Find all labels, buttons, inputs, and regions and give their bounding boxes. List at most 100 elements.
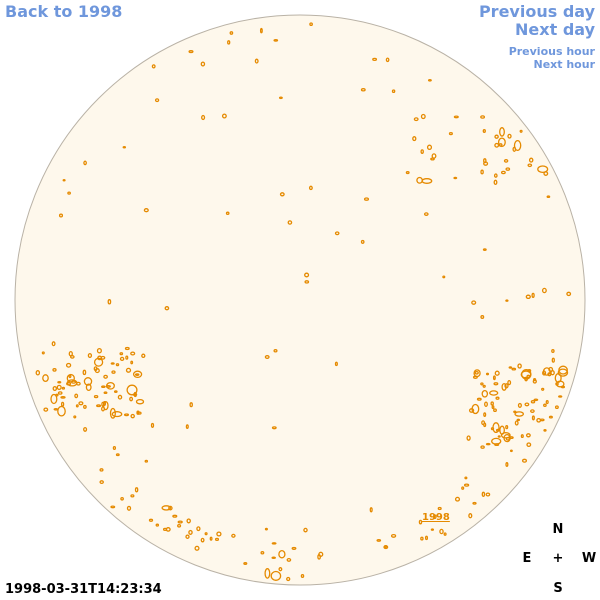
contour-mark	[111, 411, 123, 418]
contour-mark	[83, 377, 93, 386]
contour-mark	[273, 39, 279, 42]
contour-mark	[304, 280, 310, 284]
contour-mark	[279, 192, 285, 197]
contour-mark	[482, 384, 486, 388]
contour-mark	[491, 405, 495, 410]
contour-mark	[405, 171, 410, 175]
contour-mark	[291, 546, 297, 550]
contour-mark	[264, 527, 268, 531]
contour-mark	[111, 370, 116, 374]
contour-mark	[188, 50, 194, 54]
contour-mark	[83, 426, 88, 432]
contour-mark	[134, 487, 139, 493]
contour-mark	[551, 348, 555, 354]
contour-mark	[482, 129, 486, 133]
contour-mark	[551, 357, 555, 363]
contour-mark	[148, 518, 154, 522]
contour-mark	[56, 384, 62, 391]
contour-mark	[243, 562, 248, 565]
contour-mark	[177, 523, 182, 528]
contour-mark	[439, 528, 444, 535]
contour-mark	[67, 191, 71, 195]
contour-mark	[537, 165, 549, 174]
contour-mark	[271, 556, 276, 559]
contour-mark	[115, 453, 120, 457]
contour-mark	[185, 424, 189, 429]
contour-mark	[558, 395, 563, 398]
contour-mark	[129, 396, 134, 402]
contour-mark	[505, 299, 509, 302]
contour-mark	[122, 145, 127, 149]
contour-mark	[503, 159, 509, 163]
contour-mark	[130, 413, 135, 419]
previous-day-link[interactable]: Previous day	[478, 2, 595, 21]
contour-mark	[68, 374, 72, 379]
contour-mark	[73, 415, 77, 419]
contour-mark	[485, 492, 491, 497]
contour-mark	[74, 393, 79, 399]
next-day-link[interactable]: Next day	[515, 20, 595, 39]
contour-mark	[530, 409, 535, 413]
contour-mark	[513, 139, 522, 152]
contour-mark	[491, 437, 502, 445]
contour-mark	[41, 351, 45, 355]
contour-mark	[466, 435, 471, 441]
contour-mark	[420, 149, 424, 154]
contour-mark	[119, 356, 125, 362]
contour-mark	[83, 404, 87, 409]
contour-mark	[423, 212, 429, 216]
contour-mark	[334, 231, 340, 236]
contour-mark	[384, 545, 388, 548]
contour-mark	[543, 403, 547, 408]
contour-mark	[480, 382, 484, 386]
contour-mark	[87, 352, 93, 359]
contour-mark	[485, 372, 490, 376]
contour-mark	[132, 370, 143, 379]
year-label[interactable]: 1998	[422, 512, 450, 523]
contour-mark	[154, 98, 160, 103]
previous-hour-link[interactable]: Previous hour	[508, 45, 595, 58]
contour-mark	[525, 294, 531, 300]
contour-mark	[489, 390, 499, 396]
contour-mark	[130, 494, 135, 498]
contour-mark	[286, 557, 292, 562]
contour-mark	[557, 368, 569, 377]
contour-mark	[119, 352, 124, 356]
compass-center: +	[552, 551, 564, 566]
contour-mark	[58, 213, 64, 218]
contour-mark	[75, 404, 79, 408]
observation-timestamp: 1998-03-31T14:23:34	[5, 582, 162, 597]
contour-mark	[161, 505, 172, 511]
contour-mark	[126, 384, 138, 396]
contour-mark	[517, 363, 522, 369]
contour-mark	[531, 292, 535, 299]
contour-mark	[505, 167, 511, 171]
contour-mark	[43, 407, 49, 412]
back-to-year-link[interactable]: Back to 1998	[5, 2, 123, 21]
contour-mark	[495, 428, 501, 432]
contour-mark	[472, 501, 477, 505]
contour-mark	[517, 402, 522, 408]
contour-mark	[492, 422, 500, 434]
contour-mark	[260, 551, 265, 555]
contour-mark	[125, 355, 129, 360]
contour-mark	[432, 514, 437, 520]
contour-mark	[532, 379, 537, 384]
contour-mark	[300, 573, 305, 579]
contour-mark	[560, 385, 566, 389]
contour-mark	[542, 370, 547, 376]
contour-mark	[520, 370, 532, 379]
contour-mark	[135, 398, 145, 405]
contour-mark	[468, 408, 475, 413]
contour-mark	[548, 415, 553, 419]
contour-mark	[511, 367, 517, 371]
contour-mark	[472, 375, 478, 379]
contour-mark	[273, 349, 278, 353]
next-hour-link[interactable]: Next hour	[533, 58, 596, 71]
contour-mark	[254, 58, 259, 64]
contour-mark	[372, 57, 378, 62]
contour-mark	[533, 398, 539, 402]
contour-mark	[554, 373, 562, 383]
contour-mark	[507, 379, 512, 386]
